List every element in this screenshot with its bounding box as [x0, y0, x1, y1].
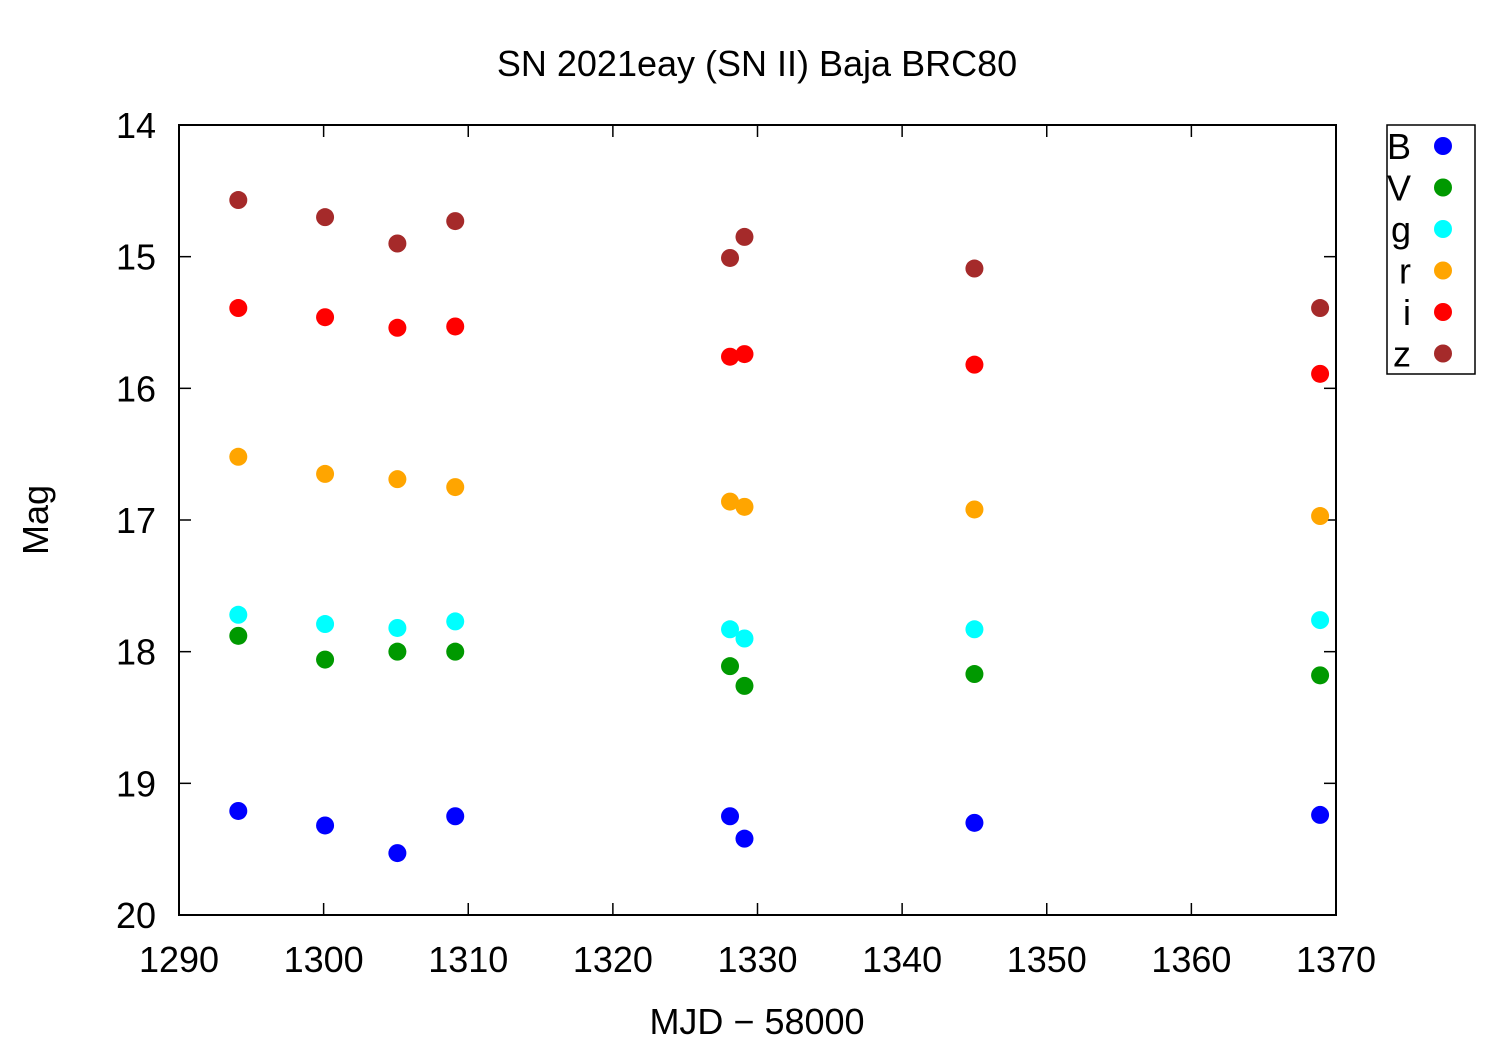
y-tick-label: 20 — [116, 895, 156, 936]
data-point-z — [721, 248, 740, 267]
data-point-r — [1311, 507, 1330, 526]
data-point-i — [1311, 364, 1330, 383]
data-point-V — [735, 676, 754, 695]
y-tick-label: 19 — [116, 763, 156, 804]
y-tick-label: 17 — [116, 500, 156, 541]
data-point-B — [721, 807, 740, 826]
plot-frame — [178, 124, 1337, 916]
data-point-i — [735, 345, 754, 364]
data-point-V — [388, 642, 407, 661]
data-point-g — [229, 605, 248, 624]
data-point-z — [446, 212, 465, 231]
legend-label-i: i — [1403, 292, 1411, 333]
y-tick-label: 18 — [116, 632, 156, 673]
data-point-r — [316, 464, 335, 483]
legend-marker-g — [1434, 220, 1452, 238]
x-tick-label: 1350 — [1007, 939, 1087, 980]
data-point-B — [735, 829, 754, 848]
legend-marker-i — [1434, 303, 1452, 321]
data-point-g — [1311, 611, 1330, 630]
legend-label-g: g — [1391, 209, 1411, 250]
y-tick-label: 16 — [116, 368, 156, 409]
x-tick-label: 1320 — [573, 939, 653, 980]
legend-label-B: B — [1387, 126, 1411, 167]
data-point-z — [229, 191, 248, 210]
data-point-z — [316, 208, 335, 227]
legend-box — [1386, 124, 1476, 375]
data-point-B — [1311, 805, 1330, 824]
x-tick-label: 1330 — [717, 939, 797, 980]
x-tick-label: 1340 — [862, 939, 942, 980]
data-point-i — [388, 318, 407, 337]
data-point-g — [965, 620, 984, 639]
data-point-i — [965, 355, 984, 374]
data-point-V — [965, 665, 984, 684]
data-point-z — [735, 227, 754, 246]
data-point-r — [965, 500, 984, 519]
data-point-i — [721, 347, 740, 366]
data-point-r — [388, 470, 407, 489]
data-point-V — [1311, 666, 1330, 685]
data-point-g — [388, 618, 407, 637]
data-point-i — [316, 308, 335, 327]
data-point-g — [316, 615, 335, 634]
data-point-B — [388, 844, 407, 863]
data-point-r — [735, 497, 754, 516]
data-point-V — [446, 642, 465, 661]
data-point-B — [446, 807, 465, 826]
y-axis-label: Mag — [15, 485, 56, 555]
data-point-r — [229, 447, 248, 466]
x-tick-label: 1290 — [139, 939, 219, 980]
data-point-B — [965, 813, 984, 832]
x-tick-label: 1300 — [284, 939, 364, 980]
data-point-g — [735, 629, 754, 648]
data-point-z — [1311, 299, 1330, 318]
legend-marker-r — [1434, 261, 1452, 280]
x-tick-label: 1370 — [1296, 939, 1376, 980]
legend-marker-B — [1434, 137, 1452, 155]
legend-marker-V — [1434, 178, 1452, 197]
data-points — [229, 191, 1330, 863]
data-point-g — [721, 620, 740, 639]
data-point-z — [965, 259, 984, 278]
y-axis: 14 15 16 17 18 19 20 — [116, 105, 1336, 936]
data-point-i — [446, 317, 465, 336]
legend-label-r: r — [1399, 251, 1411, 292]
x-tick-label: 1360 — [1151, 939, 1231, 980]
x-axis-label: MJD − 58000 — [649, 1001, 864, 1042]
data-point-g — [446, 612, 465, 631]
y-tick-label: 14 — [116, 105, 156, 146]
legend-label-z: z — [1393, 334, 1411, 375]
y-tick-label: 15 — [116, 237, 156, 278]
data-point-r — [721, 492, 740, 511]
data-point-i — [229, 299, 248, 318]
legend-marker-z — [1434, 344, 1452, 363]
data-point-B — [316, 816, 335, 835]
legend-label-V: V — [1387, 168, 1411, 209]
data-point-V — [316, 650, 335, 669]
x-axis: 1290 1300 1310 1320 1330 1340 1350 1360 1370 — [139, 125, 1376, 980]
data-point-z — [388, 234, 407, 253]
data-point-B — [229, 801, 248, 820]
data-point-V — [721, 657, 740, 676]
data-point-r — [446, 478, 465, 497]
x-tick-label: 1310 — [428, 939, 508, 980]
chart-title: SN 2021eay (SN II) Baja BRC80 — [497, 43, 1017, 84]
data-point-V — [229, 626, 248, 645]
